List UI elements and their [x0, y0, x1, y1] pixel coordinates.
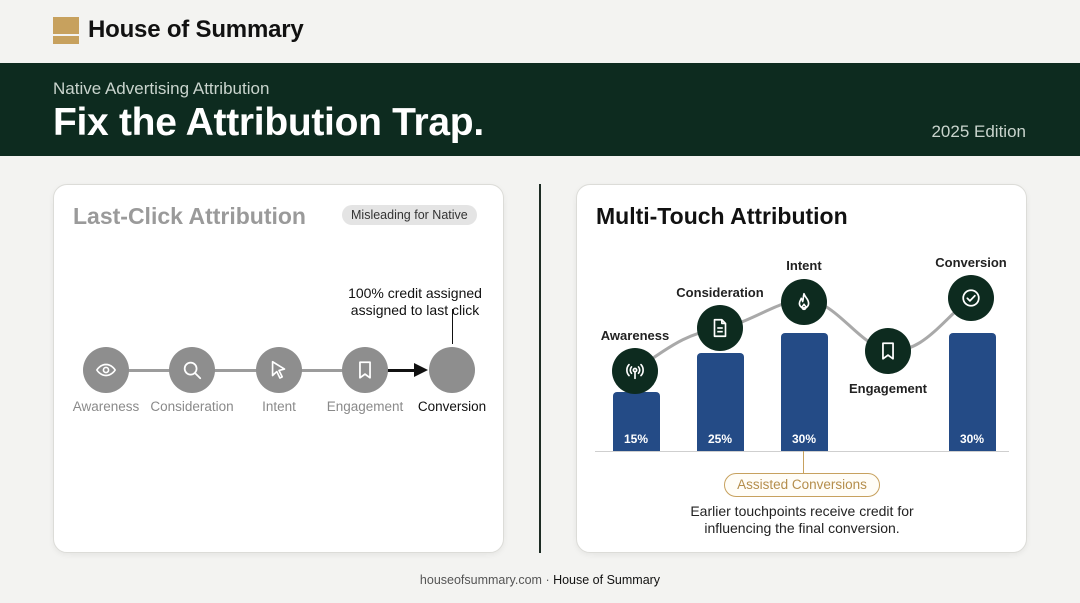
consideration-node — [169, 347, 215, 393]
assisted-desc-line1: Earlier touchpoints receive credit for — [690, 503, 914, 519]
check-circle-icon — [962, 289, 980, 307]
page-title: Fix the Attribution Trap. — [53, 101, 484, 144]
last-click-arrow — [387, 369, 417, 372]
stage-label: Conversion — [417, 399, 487, 414]
credit-bar: 15% — [612, 392, 660, 451]
multi-touch-title: Multi-Touch Attribution — [596, 203, 848, 229]
stage-label: Consideration — [676, 285, 764, 300]
bookmark-icon — [359, 361, 371, 379]
footer-separator: · — [541, 573, 554, 587]
conversion-node — [429, 347, 475, 393]
credit-bar-label: 30% — [959, 432, 985, 446]
footer-brand: House of Summary — [553, 573, 661, 587]
credit-note-line1: 100% credit assigned — [348, 285, 482, 301]
brand-header: House of Summary — [53, 16, 304, 44]
journey-connector — [106, 369, 172, 372]
assisted-conversions-badge: Assisted Conversions — [724, 473, 880, 497]
multi-touch-card: Multi-Touch Attribution 15% 25% 30% 30% Awa… — [576, 184, 1027, 553]
title-banner: Native Advertising Attribution Fix the A… — [0, 63, 1080, 156]
flame-icon — [798, 292, 810, 311]
consideration-node — [697, 305, 743, 351]
journey-connector — [192, 369, 258, 372]
credit-bar: 30% — [948, 333, 996, 451]
house-logo-mark — [53, 16, 79, 44]
stage-label: Consideration — [150, 399, 234, 414]
chart-baseline — [595, 451, 1009, 452]
credit-leader-line — [452, 309, 453, 344]
stage-label: Intent — [262, 399, 296, 414]
assisted-desc-line2: influencing the final conversion. — [704, 520, 900, 536]
eye-icon — [96, 363, 116, 377]
credit-bar-label: 25% — [707, 432, 733, 446]
last-click-arrow-head — [414, 363, 428, 377]
engagement-node — [342, 347, 388, 393]
engagement-node — [865, 328, 911, 374]
credit-note-line2: assigned to last click — [350, 302, 480, 318]
credit-bar-label: 15% — [623, 432, 649, 446]
banner-subtitle: Native Advertising Attribution — [53, 79, 270, 98]
last-click-card: Last-Click Attribution Misleading for Na… — [53, 184, 504, 553]
brand-name: House of Summary — [88, 16, 304, 43]
awareness-node — [83, 347, 129, 393]
misleading-badge: Misleading for Native — [342, 205, 477, 225]
stage-label: Conversion — [935, 255, 1007, 270]
credit-bar-label: 30% — [791, 432, 817, 446]
edition-label: 2025 Edition — [931, 122, 1026, 141]
stage-label: Intent — [786, 258, 822, 273]
intent-node — [256, 347, 302, 393]
cursor-icon — [271, 360, 286, 379]
bookmark-icon — [882, 342, 894, 360]
panel-divider — [539, 184, 541, 553]
document-icon — [713, 318, 727, 338]
credit-bar: 30% — [780, 333, 828, 451]
assisted-leader-line — [803, 451, 804, 473]
stage-label: Awareness — [72, 399, 140, 414]
conversion-node — [948, 275, 994, 321]
stage-label: Engagement — [326, 399, 404, 414]
stage-label: Engagement — [848, 381, 927, 396]
credit-bar: 25% — [696, 353, 744, 451]
credit-note: 100% credit assigned assigned to last cl… — [324, 285, 506, 319]
last-click-title: Last-Click Attribution — [73, 203, 306, 229]
stage-label: Awareness — [600, 328, 670, 343]
search-icon — [183, 361, 202, 380]
journey-connector — [278, 369, 344, 372]
footer: houseofsummary.com · House of Summary — [0, 573, 1080, 587]
broadcast-icon — [626, 363, 644, 380]
awareness-node — [612, 348, 658, 394]
assisted-description: Earlier touchpoints receive credit for i… — [657, 503, 947, 537]
intent-node — [781, 279, 827, 325]
footer-site: houseofsummary.com — [419, 573, 542, 587]
